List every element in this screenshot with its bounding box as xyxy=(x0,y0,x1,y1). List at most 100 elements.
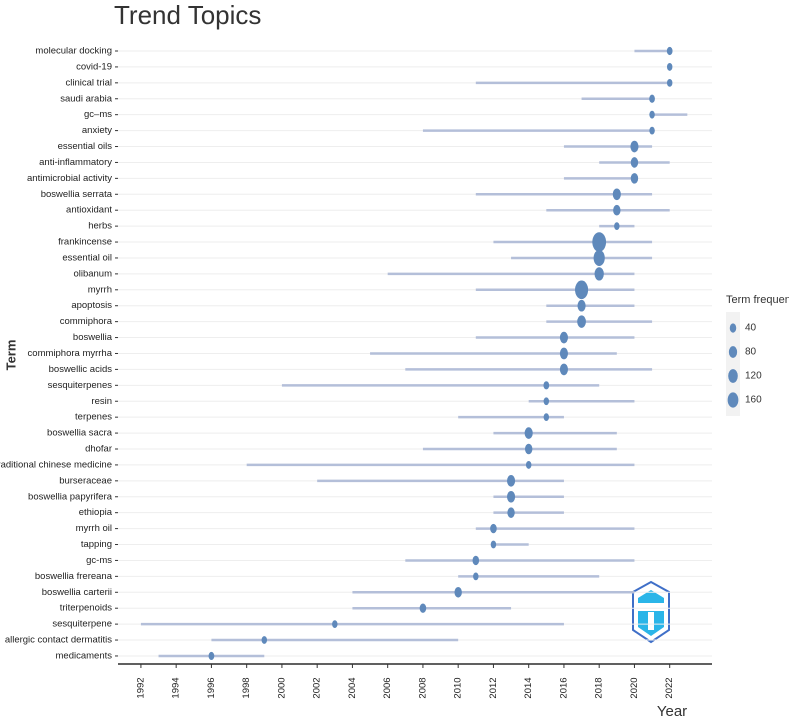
y-tick-label: boswellia carterii xyxy=(42,587,112,598)
dot xyxy=(454,586,462,598)
legend-label: 160 xyxy=(745,395,762,406)
y-tick-label: antioxidant xyxy=(66,205,112,216)
legend-title: Term frequency xyxy=(726,294,789,306)
dot xyxy=(261,636,268,644)
x-tick-label: 1998 xyxy=(241,677,252,698)
dot xyxy=(208,651,215,661)
dot xyxy=(630,173,639,184)
dot xyxy=(649,94,655,103)
dot xyxy=(472,555,480,566)
y-tick-label: boswellia xyxy=(73,332,113,343)
x-tick-label: 2020 xyxy=(629,677,640,698)
y-tick-label: boswellia serrata xyxy=(41,189,113,200)
legend-dot xyxy=(728,346,738,358)
dot xyxy=(559,331,568,344)
x-tick-label: 1992 xyxy=(135,677,146,698)
y-tick-label: boswellia papyrifera xyxy=(28,491,113,502)
y-tick-label: boswellia sacra xyxy=(47,428,113,439)
x-tick-label: 2004 xyxy=(347,677,358,698)
dot xyxy=(630,157,639,168)
dot xyxy=(524,443,533,455)
dot xyxy=(612,188,621,201)
y-tick-label: allergic contact dermatitis xyxy=(5,635,112,646)
y-tick-label: saudi arabia xyxy=(60,93,112,104)
y-tick-label: anxiety xyxy=(82,125,112,136)
y-tick-label: myrrh oil xyxy=(76,523,112,534)
y-tick-label: clinical trial xyxy=(66,77,112,88)
y-tick-label: sesquiterpenes xyxy=(48,380,113,391)
y-tick-label: commiphora myrrha xyxy=(28,348,113,359)
dot xyxy=(649,110,655,119)
legend-dot xyxy=(729,323,737,333)
dot xyxy=(666,46,673,56)
y-tick-label: tapping xyxy=(81,539,112,550)
dot xyxy=(575,280,589,300)
x-tick-label: 2006 xyxy=(382,677,393,698)
dot xyxy=(507,475,516,487)
legend-label: 120 xyxy=(745,371,762,382)
x-axis-label: Year xyxy=(657,703,687,720)
y-tick-label: molecular docking xyxy=(35,46,112,57)
y-tick-label: gc-ms xyxy=(86,555,112,566)
dot xyxy=(543,413,550,422)
dot xyxy=(559,347,568,360)
dot xyxy=(332,620,338,629)
dot xyxy=(666,78,673,87)
dot xyxy=(577,315,586,328)
dot xyxy=(473,572,479,581)
x-tick-label: 1994 xyxy=(171,677,182,698)
y-tick-label: burseraceae xyxy=(59,475,112,486)
y-tick-label: ethiopia xyxy=(79,507,113,518)
y-tick-label: triterpenoids xyxy=(60,603,113,614)
dot xyxy=(419,603,427,613)
y-tick-label: medicaments xyxy=(56,650,113,661)
x-tick-label: 1996 xyxy=(206,677,217,698)
dot xyxy=(666,63,673,71)
y-axis-label: Term xyxy=(3,340,18,371)
dot xyxy=(613,204,621,216)
x-tick-label: 2010 xyxy=(453,677,464,698)
dot xyxy=(525,461,532,469)
x-tick-label: 2000 xyxy=(276,677,287,698)
y-tick-label: apoptosis xyxy=(71,300,112,311)
dot xyxy=(577,299,586,312)
y-tick-label: boswellic acids xyxy=(49,364,113,375)
x-tick-label: 2014 xyxy=(523,677,534,698)
legend-box xyxy=(726,312,740,416)
y-tick-label: frankincense xyxy=(58,237,112,248)
legend-dot xyxy=(728,369,738,383)
dot xyxy=(594,267,604,281)
y-tick-label: essential oils xyxy=(58,141,113,152)
y-tick-label: anti-inflammatory xyxy=(39,157,112,168)
dot xyxy=(543,381,550,390)
x-tick-label: 2018 xyxy=(594,677,605,698)
legend-dot xyxy=(727,392,739,408)
y-tick-label: dhofar xyxy=(85,444,112,455)
y-tick-label: covid-19 xyxy=(76,61,112,72)
dot xyxy=(507,507,515,518)
x-tick-label: 2012 xyxy=(488,677,499,698)
y-tick-label: traditional chinese medicine xyxy=(0,459,112,470)
y-tick-label: herbs xyxy=(88,221,112,232)
logo xyxy=(632,580,670,644)
y-tick-label: antimicrobial activity xyxy=(27,173,112,184)
dot xyxy=(593,249,605,266)
dot xyxy=(543,397,550,406)
x-tick-label: 2022 xyxy=(664,677,675,698)
dot xyxy=(649,126,655,135)
dot xyxy=(507,490,516,503)
x-tick-label: 2008 xyxy=(417,677,428,698)
y-tick-label: gc–ms xyxy=(84,109,112,120)
dot xyxy=(592,232,607,252)
x-tick-label: 2002 xyxy=(312,677,323,698)
dot xyxy=(559,363,568,376)
y-tick-label: essential oil xyxy=(62,252,112,263)
y-tick-label: terpenes xyxy=(75,412,112,423)
y-tick-label: resin xyxy=(91,396,112,407)
y-tick-label: sesquiterpene xyxy=(52,619,112,630)
chart-title: Trend Topics xyxy=(114,0,261,30)
dot xyxy=(490,540,497,549)
dot xyxy=(630,140,639,153)
dot xyxy=(524,427,533,439)
